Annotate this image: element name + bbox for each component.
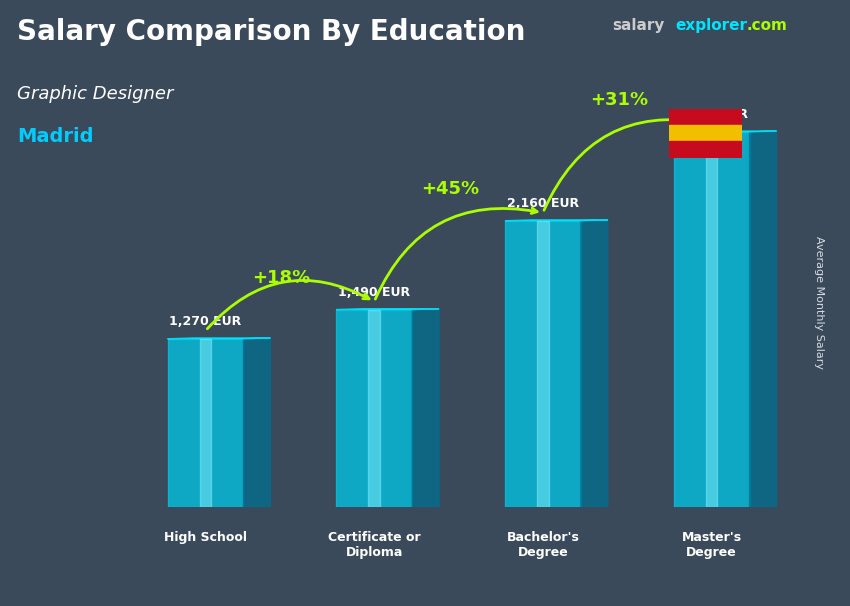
Text: 1,490 EUR: 1,490 EUR — [338, 286, 411, 299]
Text: +31%: +31% — [590, 91, 648, 109]
Text: explorer: explorer — [676, 18, 748, 33]
Polygon shape — [581, 220, 608, 507]
Text: 2,160 EUR: 2,160 EUR — [507, 197, 579, 210]
Polygon shape — [412, 309, 439, 507]
Bar — [706, 132, 717, 507]
Bar — [669, 125, 742, 141]
Bar — [669, 141, 742, 158]
Text: Salary Comparison By Education: Salary Comparison By Education — [17, 18, 525, 46]
Text: Bachelor's
Degree: Bachelor's Degree — [507, 531, 580, 559]
Polygon shape — [243, 338, 270, 507]
Text: +18%: +18% — [252, 269, 310, 287]
Text: Master's
Degree: Master's Degree — [682, 531, 742, 559]
Bar — [337, 310, 412, 507]
Text: 2,830 EUR: 2,830 EUR — [676, 108, 748, 121]
Text: Average Monthly Salary: Average Monthly Salary — [814, 236, 824, 370]
Bar — [674, 132, 750, 507]
Text: +45%: +45% — [421, 180, 479, 198]
Polygon shape — [674, 131, 777, 132]
Text: .com: .com — [746, 18, 787, 33]
Bar — [669, 109, 742, 125]
Text: salary: salary — [612, 18, 665, 33]
Text: 1,270 EUR: 1,270 EUR — [169, 315, 241, 328]
Polygon shape — [750, 131, 777, 507]
Text: Madrid: Madrid — [17, 127, 94, 146]
Polygon shape — [337, 309, 439, 310]
Bar — [369, 310, 380, 507]
Bar — [167, 339, 243, 507]
Text: Graphic Designer: Graphic Designer — [17, 85, 173, 103]
Text: Certificate or
Diploma: Certificate or Diploma — [328, 531, 421, 559]
Polygon shape — [505, 220, 608, 221]
Bar — [200, 339, 211, 507]
Text: High School: High School — [164, 531, 247, 544]
Bar — [537, 221, 548, 507]
Bar — [505, 221, 581, 507]
Polygon shape — [167, 338, 270, 339]
